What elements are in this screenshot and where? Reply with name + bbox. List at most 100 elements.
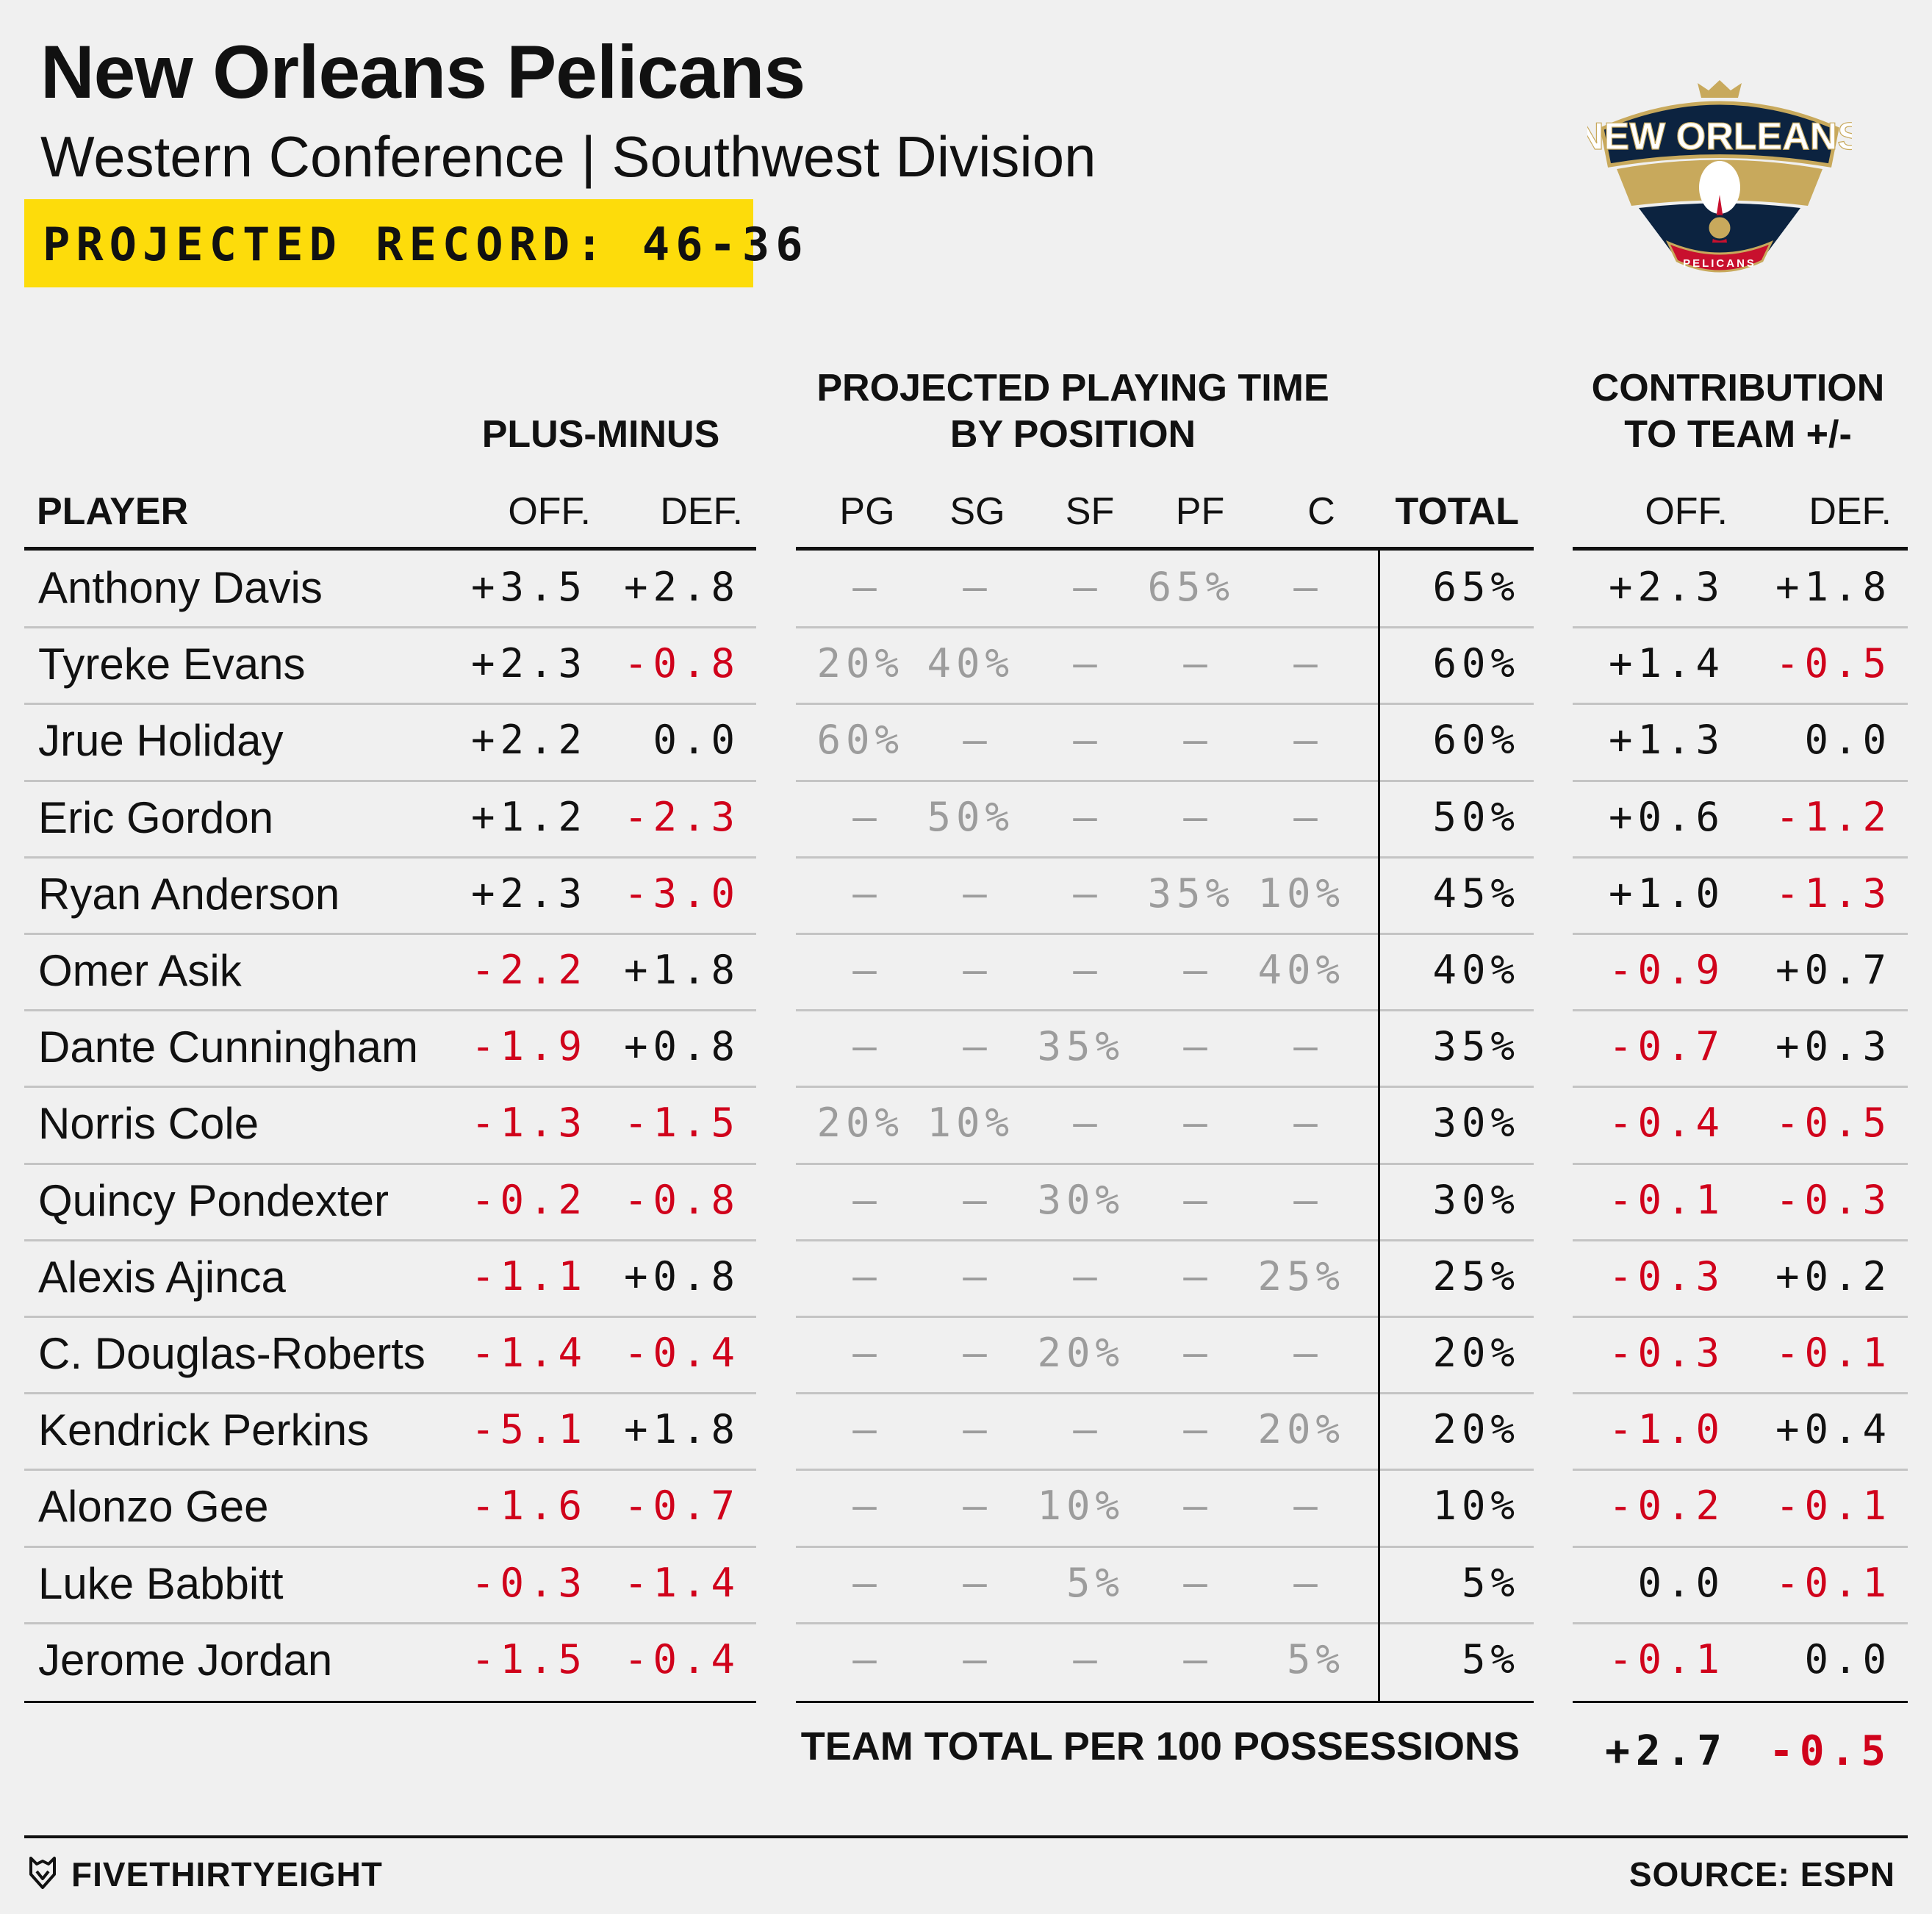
cell-pf: — [1183,947,1213,993]
projected-record-text: PROJECTED RECORD: 46-36 [43,218,809,271]
cell-pf: — [1183,1330,1213,1376]
row-separator [796,1086,1534,1089]
player-name: Dante Cunningham [38,1022,419,1072]
cell-sg: — [963,1023,992,1070]
col-header-total: TOTAL [1395,490,1520,533]
cell-sg: — [963,1176,992,1223]
cell-pf: — [1183,1559,1213,1606]
cell-total: 5% [1461,1559,1520,1606]
cell-off: -2.2 [470,947,587,993]
player-name: Luke Babbitt [38,1558,284,1608]
bottom-rule-playing-time [796,1701,1534,1703]
cell-c: — [1293,717,1323,764]
col-header-c: C [1307,490,1335,533]
cell-c-off: -0.9 [1608,947,1725,993]
cell-c: — [1293,1176,1323,1223]
logo-subtext: PELICANS [1683,257,1756,270]
cell-sf: — [1073,1635,1102,1682]
cell-c-off: -0.3 [1608,1252,1725,1300]
row-separator [796,1239,1534,1241]
cell-off: +2.2 [470,717,587,764]
cell-sg: 10% [927,1100,1014,1147]
cell-c-def: -0.1 [1775,1330,1892,1376]
cell-def: +0.8 [623,1252,740,1300]
row-separator [1573,1621,1908,1624]
cell-off: -0.3 [470,1559,587,1606]
row-separator [796,703,1534,706]
cell-c-def: -0.1 [1775,1559,1892,1606]
contribution-header-line2: TO TEAM +/- [1624,413,1852,456]
cell-sg: — [963,947,992,993]
col-header-pg: PG [839,490,895,533]
row-separator [796,1545,1534,1548]
col-header-player: PLAYER [37,490,189,533]
row-separator [796,1162,1534,1165]
cell-c-def: -1.3 [1775,870,1892,917]
cell-off: -1.3 [470,1100,587,1147]
cell-c-def: -1.2 [1775,793,1892,840]
cell-sg: 40% [927,640,1014,687]
cell-def: -0.8 [623,640,740,687]
cell-pg: — [852,1559,882,1606]
cell-sf: — [1073,1252,1102,1300]
cell-sf: 30% [1037,1176,1124,1223]
cell-c-def: +0.2 [1775,1252,1892,1300]
cell-def: -0.8 [623,1176,740,1223]
row-separator [24,1086,756,1089]
cell-def: +1.8 [623,947,740,993]
cell-c-def: 0.0 [1804,717,1892,764]
cell-sf: 10% [1037,1483,1124,1530]
cell-sg: — [963,717,992,764]
team-total-off: +2.7 [1605,1727,1728,1775]
row-separator [1573,1009,1908,1012]
cell-total: 40% [1432,947,1520,993]
cell-pf: — [1183,1635,1213,1682]
col-header-pf: PF [1175,490,1225,533]
cell-off: -1.5 [470,1635,587,1682]
row-separator [24,1392,756,1395]
cell-sf: — [1073,947,1102,993]
cell-off: -1.4 [470,1330,587,1376]
bottom-rule-plus-minus [24,1701,756,1703]
cell-c: 10% [1257,870,1345,917]
cell-c-def: -0.5 [1775,1100,1892,1147]
total-divider [1378,551,1380,1701]
player-name: Jerome Jordan [38,1635,333,1685]
cell-sg: — [963,1252,992,1300]
cell-c: — [1293,793,1323,840]
cell-c: — [1293,564,1323,610]
cell-c-off: 0.0 [1637,1559,1725,1606]
cell-sg: — [963,1330,992,1376]
cell-c-off: +1.3 [1608,717,1725,764]
cell-def: -1.4 [623,1559,740,1606]
cell-total: 45% [1432,870,1520,917]
cell-pf: 35% [1147,870,1235,917]
cell-def: +1.8 [623,1406,740,1453]
cell-pg: 60% [816,717,904,764]
cell-sf: — [1073,717,1102,764]
cell-pf: — [1183,1252,1213,1300]
cell-c-off: +1.0 [1608,870,1725,917]
row-separator [1573,856,1908,859]
cell-off: -1.1 [470,1252,587,1300]
cell-pf: — [1183,717,1213,764]
cell-off: -1.9 [470,1023,587,1070]
player-name: Tyreke Evans [38,639,306,689]
cell-c: — [1293,1559,1323,1606]
cell-sg: — [963,564,992,610]
cell-pg: — [852,1023,882,1070]
cell-pf: — [1183,1176,1213,1223]
row-separator [24,856,756,859]
cell-c: — [1293,1330,1323,1376]
col-header-contribution-off: OFF. [1645,490,1728,533]
player-name: Eric Gordon [38,792,274,842]
player-name: Quincy Pondexter [38,1175,389,1225]
row-separator [796,1009,1534,1012]
footer-brand: FIVETHIRTYEIGHT [71,1855,383,1893]
cell-total: 60% [1432,717,1520,764]
cell-c-off: -0.1 [1608,1635,1725,1682]
cell-total: 60% [1432,640,1520,687]
cell-total: 20% [1432,1406,1520,1453]
cell-pg: — [852,1483,882,1530]
